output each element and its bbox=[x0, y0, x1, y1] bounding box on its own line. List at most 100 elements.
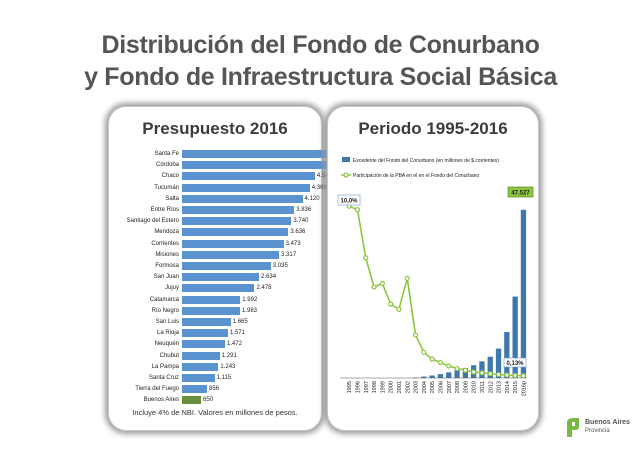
legend-line-marker bbox=[343, 172, 349, 178]
x-tick-label: 2007 bbox=[447, 381, 453, 393]
participation-point bbox=[462, 367, 468, 373]
x-tick-label: 2004 bbox=[422, 381, 428, 393]
bar bbox=[182, 340, 226, 349]
participation-point bbox=[354, 207, 361, 213]
bar-row: Mendoza 3.636 bbox=[109, 227, 321, 237]
participation-point bbox=[512, 372, 518, 379]
annotation-max-value: 47.527 bbox=[511, 191, 530, 197]
presupuesto-footnote: Incluye 4% de NBI. Valores en millones d… bbox=[132, 408, 298, 417]
x-tick-label: 1998 bbox=[372, 381, 378, 393]
x-tick-label: 2009 bbox=[463, 381, 469, 393]
bar-category-label: Buenos Aires bbox=[143, 397, 179, 404]
bar-row: San Juan 2.634 bbox=[109, 272, 321, 282]
participation-point bbox=[388, 301, 394, 307]
bar-category-label: Jujuy bbox=[164, 285, 179, 292]
x-tick-label: 2015 bbox=[513, 381, 519, 393]
x-tick-label: 2001 bbox=[397, 381, 403, 393]
bar-value-label: 650 bbox=[203, 397, 214, 404]
bar bbox=[182, 396, 201, 405]
participation-point bbox=[363, 255, 369, 261]
x-tick-label: 2002 bbox=[405, 381, 411, 393]
participation-point bbox=[446, 363, 452, 369]
bar-row: La Pampa 1.243 bbox=[109, 362, 321, 372]
bar-category-label: Río Negro bbox=[151, 307, 179, 314]
bar-category-label: La Rioja bbox=[156, 330, 179, 337]
bar bbox=[182, 351, 220, 360]
x-tick-label: 1999 bbox=[380, 381, 386, 393]
bar-value-label: 1.665 bbox=[232, 319, 248, 325]
bar-category-label: Tucumán bbox=[154, 184, 179, 191]
participation-line bbox=[348, 205, 524, 377]
bar bbox=[182, 295, 241, 304]
bar-value-label: 1.983 bbox=[242, 307, 258, 314]
bar bbox=[182, 206, 295, 214]
participation-point bbox=[471, 369, 477, 375]
participation-point bbox=[454, 365, 460, 372]
page-title-line2: y Fondo de Infraestructura Social Básica bbox=[84, 63, 557, 91]
bar-category-label: Salta bbox=[165, 195, 179, 202]
bar-row: Salta 4.120 bbox=[109, 194, 321, 204]
bar-value-label: 1.291 bbox=[221, 352, 237, 359]
participation-point bbox=[421, 349, 427, 355]
bar-category-label: Tierra del Fuego bbox=[135, 386, 179, 393]
periodo-title: Periodo 1995-2016 bbox=[358, 119, 508, 138]
bar bbox=[182, 374, 215, 382]
bar-category-label: Mendoza bbox=[154, 229, 179, 236]
bar-row: Jujuy 2.478 bbox=[109, 283, 321, 293]
bar bbox=[182, 194, 303, 203]
buenos-aires-provincia-logo-icon bbox=[567, 418, 579, 437]
x-tick-label: 2014 bbox=[505, 381, 511, 393]
page-title-line1: Distribución del Fondo de Conurbano bbox=[101, 31, 540, 59]
participation-point bbox=[379, 280, 385, 287]
bar-category-label: Santiago del Estero bbox=[126, 218, 179, 225]
column-bar bbox=[454, 370, 460, 378]
x-tick-label: 2006 bbox=[438, 381, 444, 393]
bar-row: Santiago del Estero 3.740 bbox=[109, 216, 321, 226]
annotation-box-end bbox=[503, 357, 527, 368]
column-bar bbox=[479, 361, 485, 378]
participation-point bbox=[404, 275, 410, 281]
bar-row: Río Negro 1.983 bbox=[109, 306, 321, 316]
x-tick-label: 2011 bbox=[480, 381, 486, 393]
bar-value-label: 4.369 bbox=[311, 184, 327, 191]
bar bbox=[182, 318, 231, 326]
bar-value-label: 1.115 bbox=[216, 375, 232, 381]
bar-value-label: 1.992 bbox=[242, 296, 258, 303]
column-bar bbox=[429, 375, 435, 378]
bar bbox=[182, 228, 289, 237]
bar-value-label: 3.836 bbox=[296, 207, 312, 213]
bar-value-label: 1.571 bbox=[229, 330, 245, 337]
bar bbox=[182, 284, 255, 293]
bar-value-label: 3.035 bbox=[272, 263, 288, 269]
bar-value-label: 3.636 bbox=[290, 229, 306, 236]
bar bbox=[182, 172, 315, 181]
participation-point bbox=[479, 370, 485, 376]
bar-row: Entre Ríos 3.836 bbox=[109, 205, 321, 215]
legend-bar-swatch bbox=[342, 157, 350, 162]
bar bbox=[182, 385, 208, 394]
bar bbox=[182, 273, 260, 282]
bar-category-label: Corrientes bbox=[151, 240, 179, 247]
x-tick-label: 2005 bbox=[430, 381, 436, 393]
column-bar bbox=[487, 356, 493, 378]
bar-row: Santa Cruz 1.115 bbox=[109, 373, 321, 383]
participation-point bbox=[520, 373, 527, 379]
periodo-panel: Periodo 1995-2016 Excedente del Fondo de… bbox=[327, 106, 539, 431]
periodo-chart: Excedente del Fondo del Conurbano (en mi… bbox=[337, 157, 534, 396]
annotation-box-max bbox=[507, 186, 534, 198]
bar-category-label: Misiones bbox=[155, 251, 179, 258]
bar bbox=[182, 161, 392, 170]
bar-category-label: San Juan bbox=[153, 274, 179, 281]
bar-value-label: 1.243 bbox=[220, 363, 236, 370]
participation-point bbox=[495, 371, 502, 378]
bar bbox=[182, 150, 395, 158]
bar-category-label: Entre Ríos bbox=[150, 207, 179, 213]
bar-row: Buenos Aires 650 bbox=[109, 395, 321, 405]
participation-point bbox=[396, 306, 402, 312]
bar-row: Catamarca 1.992 bbox=[109, 295, 321, 305]
bar bbox=[182, 262, 271, 270]
x-tick-label: 2010 bbox=[472, 381, 478, 393]
column-bar bbox=[462, 368, 468, 378]
bar-value-label: 4.120 bbox=[304, 195, 320, 202]
x-tick-label: 2016p bbox=[521, 381, 527, 396]
